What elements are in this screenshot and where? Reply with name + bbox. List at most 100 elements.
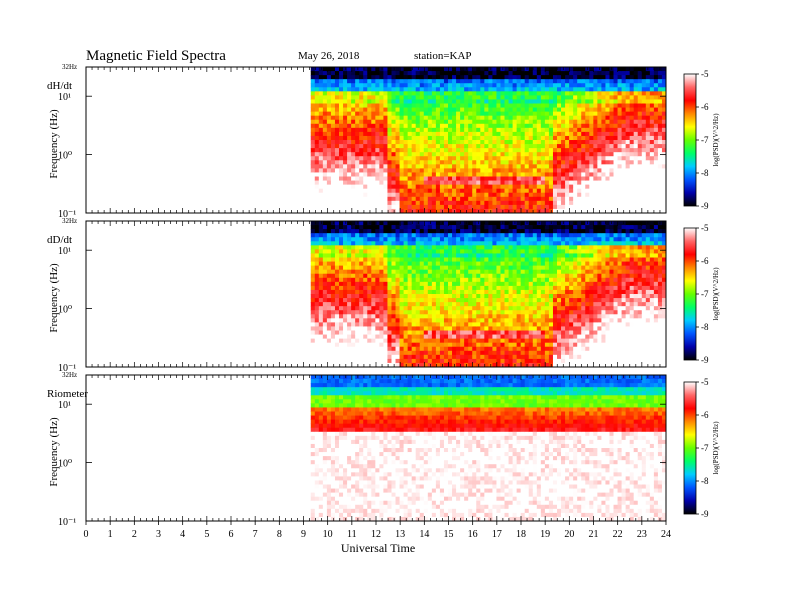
heat-cell — [347, 261, 352, 267]
heat-cell — [411, 99, 417, 104]
heat-cell — [464, 140, 469, 145]
heat-cell — [427, 99, 433, 104]
heat-cell — [536, 200, 542, 206]
heat-cell — [460, 334, 465, 340]
heat-cell — [609, 188, 614, 194]
heat-cell — [330, 75, 336, 80]
heat-cell — [330, 350, 336, 356]
heat-cell — [540, 123, 546, 129]
heat-cell — [415, 318, 421, 323]
heat-cell — [419, 269, 425, 275]
heat-cell — [407, 123, 413, 129]
heat-cell — [355, 298, 360, 303]
heat-cell — [367, 281, 372, 287]
heat-cell — [581, 103, 586, 108]
heat-cell — [347, 91, 352, 96]
heat-cell — [431, 99, 437, 104]
heat-cell — [443, 180, 449, 186]
heat-cell — [435, 285, 441, 291]
heat-cell — [379, 334, 384, 340]
heat-cell — [657, 176, 663, 181]
heat-cell — [645, 156, 651, 161]
heat-cell — [435, 164, 441, 169]
heat-cell — [355, 249, 360, 254]
heat-cell — [419, 103, 425, 108]
heat-cell — [407, 334, 413, 340]
heat-cell — [641, 95, 647, 100]
heat-cell — [520, 67, 526, 72]
heat-cell — [387, 67, 392, 72]
heat-cell — [456, 95, 461, 100]
heat-cell — [443, 237, 449, 242]
heat-cell — [431, 257, 437, 262]
heat-cell — [314, 229, 320, 234]
heat-cell — [427, 241, 433, 246]
heat-cell — [480, 115, 485, 121]
heat-cell — [363, 298, 368, 303]
heat-cell — [314, 346, 320, 352]
heat-cell — [645, 103, 651, 108]
heat-cell — [460, 326, 465, 331]
heat-cell — [585, 140, 590, 145]
heat-cell — [443, 111, 449, 117]
heat-cell — [419, 107, 425, 113]
heat-cell — [649, 115, 655, 121]
heat-cell — [310, 257, 316, 262]
heat-cell — [456, 164, 461, 169]
heat-cell — [375, 71, 380, 76]
heat-cell — [484, 229, 489, 234]
heat-cell — [512, 156, 518, 161]
heat-cell — [653, 91, 659, 96]
heat-cell — [363, 79, 368, 84]
heat-cell — [504, 188, 509, 194]
heat-cell — [411, 75, 417, 80]
heat-cell — [403, 91, 409, 96]
heat-cell — [318, 144, 324, 149]
heat-cell — [387, 285, 392, 291]
heat-cell — [452, 289, 457, 295]
heat-cell — [339, 107, 344, 113]
heat-cell — [375, 135, 380, 141]
heat-cell — [411, 285, 417, 291]
heat-cell — [496, 152, 501, 157]
heat-cell — [528, 160, 534, 165]
heat-cell — [403, 79, 409, 84]
heat-cell — [532, 164, 538, 169]
heat-cell — [456, 241, 461, 246]
heat-cell — [387, 265, 392, 271]
heat-cell — [443, 354, 449, 360]
heat-cell — [593, 192, 598, 198]
heat-cell — [516, 184, 522, 190]
heat-cell — [371, 342, 376, 348]
heat-cell — [351, 131, 356, 137]
heat-cell — [347, 119, 352, 125]
heat-cell — [581, 208, 586, 214]
heat-cell — [609, 156, 614, 161]
heat-cell — [427, 95, 433, 100]
heat-cell — [460, 346, 465, 352]
heat-cell — [415, 91, 421, 96]
heat-cell — [544, 196, 550, 202]
heat-cell — [472, 164, 477, 169]
heat-cell — [435, 148, 441, 153]
heat-cell — [484, 318, 489, 323]
heat-cell — [322, 160, 328, 165]
heat-cell — [314, 140, 320, 145]
heat-cell — [334, 302, 340, 307]
heat-cell — [581, 127, 586, 133]
heat-cell — [371, 302, 376, 307]
heat-cell — [334, 346, 340, 352]
heat-cell — [496, 115, 501, 121]
heat-cell — [468, 229, 473, 234]
heat-cell — [661, 208, 667, 214]
heat-cell — [569, 192, 574, 198]
heat-cell — [343, 168, 348, 173]
heat-cell — [484, 249, 489, 254]
heat-cell — [585, 127, 590, 133]
panel-dd-dt: dD/dt 32Hz Frequency (Hz) 10¹ 10⁰ 10⁻¹ -… — [47, 217, 720, 374]
heat-cell — [508, 168, 513, 173]
heat-cell — [448, 168, 453, 173]
heat-cell — [468, 277, 473, 283]
heat-cell — [367, 318, 372, 323]
heat-cell — [601, 140, 606, 145]
